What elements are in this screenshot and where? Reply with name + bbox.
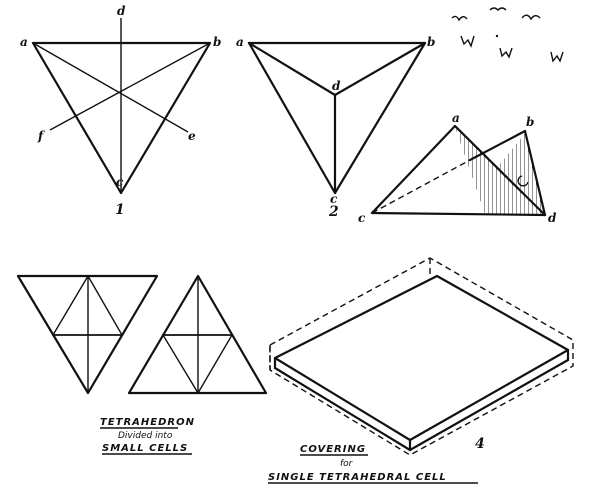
figure-2: a b d c 2 bbox=[236, 35, 435, 220]
fig2-number: 2 bbox=[328, 204, 339, 220]
caption-divided-into: Divided into bbox=[118, 431, 173, 441]
fig1-label-d: d bbox=[117, 4, 126, 18]
figure-4: 4 bbox=[269, 257, 574, 456]
fig3-edge-b-top bbox=[468, 129, 527, 162]
fig3-edge-ca bbox=[370, 124, 457, 215]
fig1-number: 1 bbox=[115, 202, 125, 218]
caption-single-tetrahedral-cell: SINGLE TETRAHEDRAL CELL bbox=[268, 472, 447, 483]
tetrahedron-cells-inverted bbox=[16, 274, 159, 395]
bird-icon bbox=[495, 34, 499, 38]
bird-icon bbox=[499, 47, 513, 59]
bird-icon bbox=[550, 51, 564, 63]
fig3-mark bbox=[517, 175, 529, 187]
fig1-label-e: e bbox=[188, 129, 196, 143]
fig4-rhombus bbox=[273, 274, 570, 442]
fig1-label-c: c bbox=[116, 175, 124, 189]
cells-line-diag bbox=[87, 334, 123, 394]
fig3-edge-bd bbox=[523, 129, 547, 217]
fig2-label-a: a bbox=[236, 35, 244, 49]
fig2-label-c: c bbox=[330, 192, 338, 206]
caption-covering: COVERING bbox=[300, 444, 366, 455]
fig4-dashed-outline bbox=[269, 257, 574, 456]
tetrahedron-cells-upright bbox=[127, 274, 268, 395]
bird-icon bbox=[460, 35, 475, 48]
fig1-label-f: f bbox=[37, 129, 45, 143]
fig2-label-d: d bbox=[332, 79, 341, 93]
fig1-label-a: a bbox=[20, 35, 28, 49]
fig3-label-d: d bbox=[548, 211, 557, 225]
fig1-label-b: b bbox=[213, 35, 221, 49]
fig1-line-ae bbox=[32, 42, 189, 133]
fig3-label-a: a bbox=[452, 111, 460, 125]
caption-for: for bbox=[340, 459, 354, 469]
fig4-number: 4 bbox=[475, 436, 485, 452]
caption-tetrahedron-title: TETRAHEDRON bbox=[100, 417, 195, 428]
bird-icon bbox=[521, 14, 541, 21]
fig4-plate-edge bbox=[408, 358, 570, 452]
cells-line-diag bbox=[52, 334, 89, 394]
fig4-plate-edge bbox=[273, 366, 412, 452]
cells-inner-triangle bbox=[51, 274, 124, 336]
fig2-label-b: b bbox=[427, 35, 435, 49]
fig3-shaded-face-b bbox=[495, 133, 545, 215]
caption-small-cells: SMALL CELLS bbox=[102, 443, 188, 454]
bird-icon bbox=[489, 7, 507, 11]
tetrahedron-caption: TETRAHEDRON Divided into SMALL CELLS bbox=[100, 417, 195, 455]
fig1-line-bf bbox=[49, 42, 211, 131]
fig3-label-b: b bbox=[526, 115, 534, 129]
fig3-edge-cd bbox=[370, 211, 547, 217]
covering-caption: COVERING for SINGLE TETRAHEDRAL CELL bbox=[268, 444, 478, 484]
figure-1: d a b f e c 1 bbox=[20, 4, 221, 218]
figure-3: a b c d bbox=[358, 111, 557, 225]
fig3-hidden-edge bbox=[371, 159, 471, 214]
fig3-edge-ad bbox=[453, 124, 547, 217]
fig2-triangle bbox=[247, 41, 427, 195]
bird-icon bbox=[451, 15, 468, 22]
fig2-edge-ad bbox=[247, 41, 337, 97]
fig2-edge-bd bbox=[333, 41, 427, 97]
fig3-label-c: c bbox=[358, 211, 366, 225]
bird-sketches bbox=[451, 7, 564, 63]
